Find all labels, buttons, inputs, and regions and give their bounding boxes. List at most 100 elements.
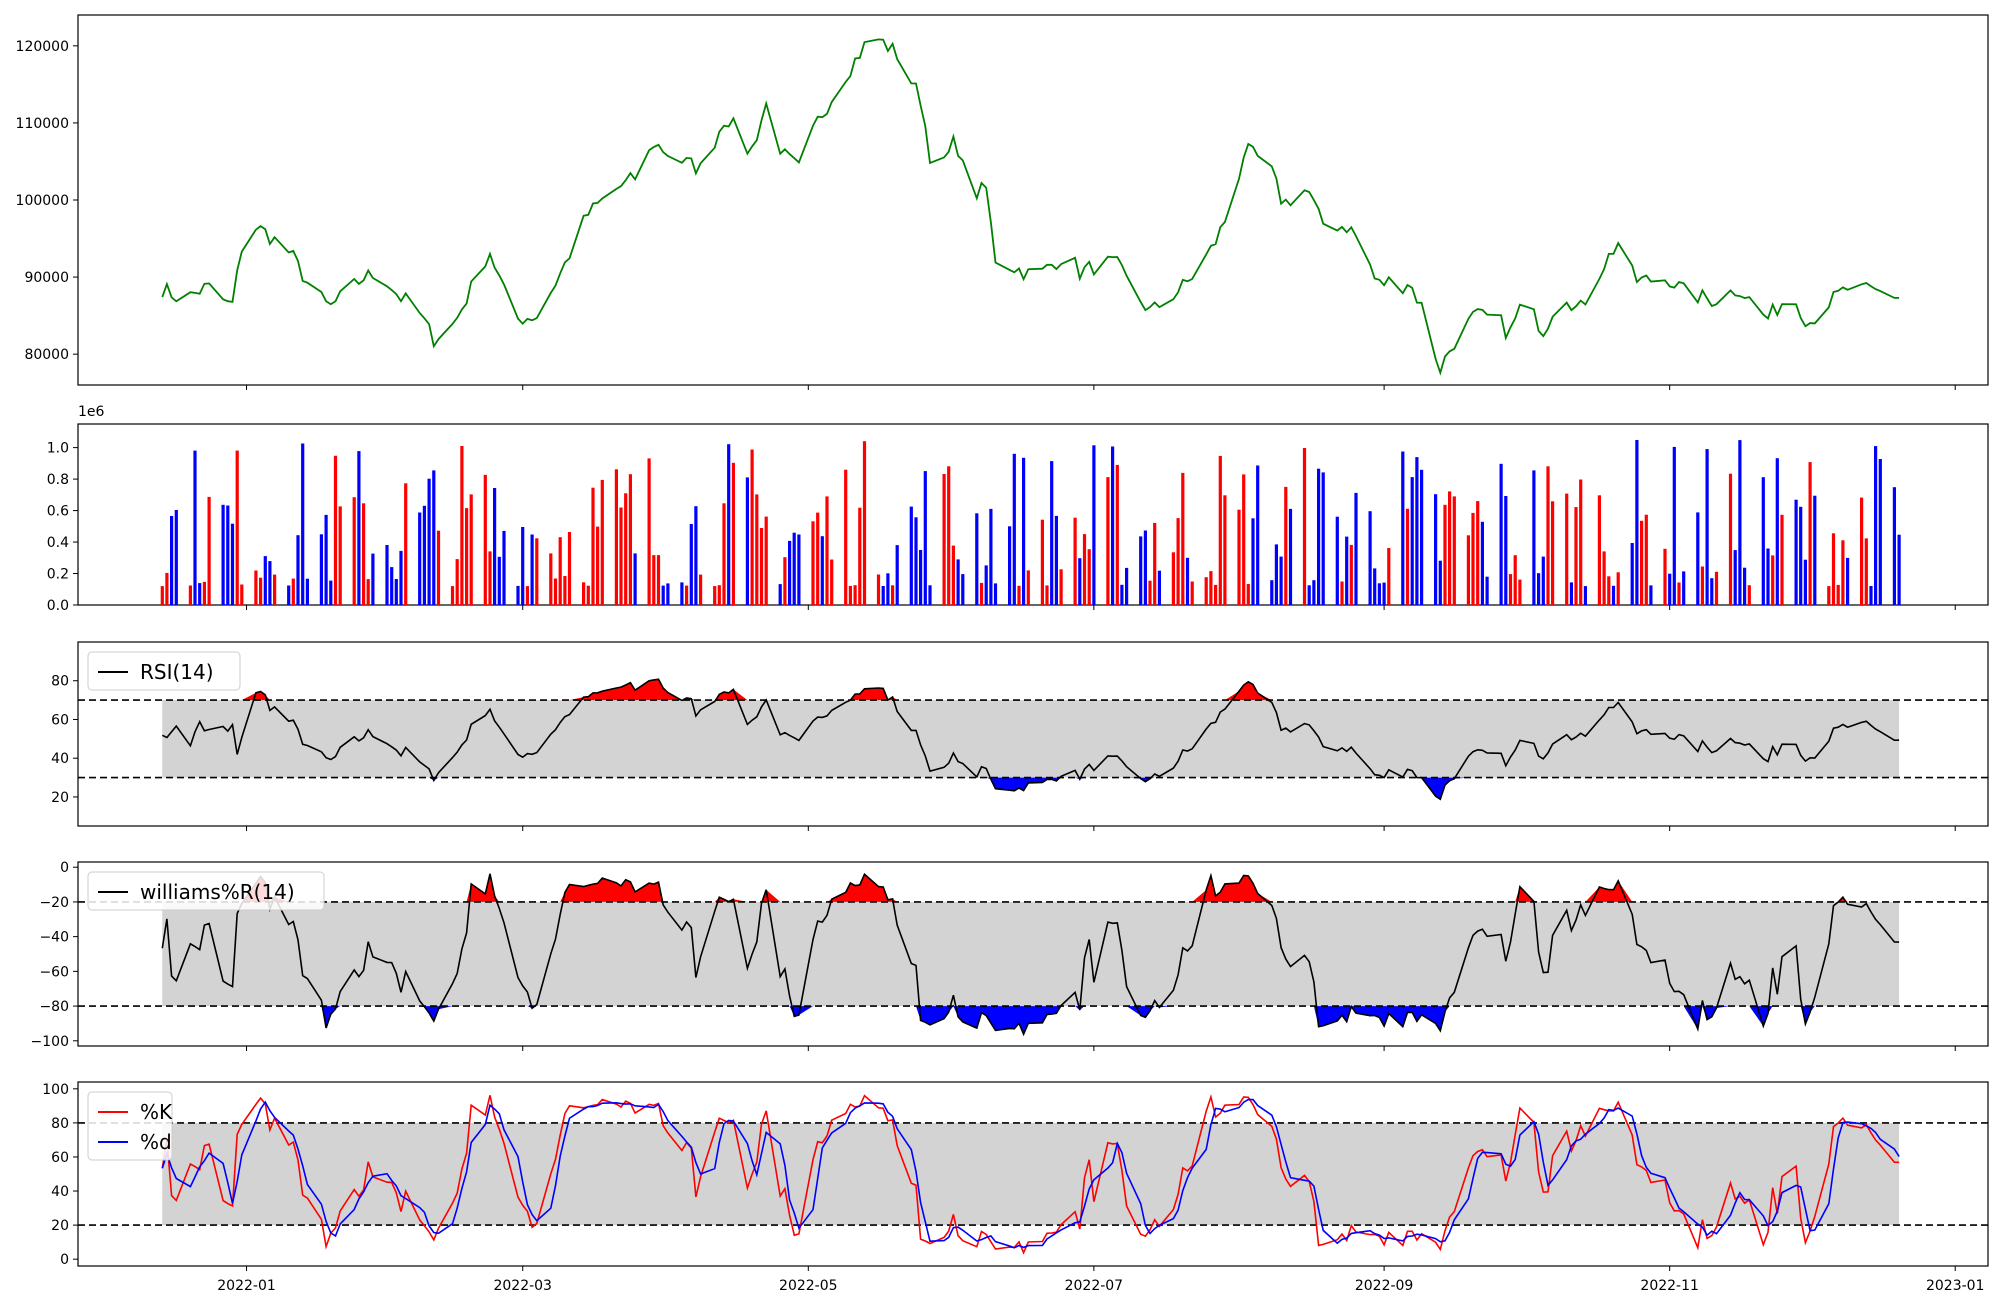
volume-bar <box>947 466 951 605</box>
volume-bar <box>1448 491 1452 605</box>
volume-bar <box>558 537 562 605</box>
volume-bar <box>680 582 684 605</box>
y-tick-label: 100 <box>42 1082 69 1098</box>
volume-bar <box>1354 492 1358 605</box>
y-tick-label: 90000 <box>24 270 69 286</box>
legend-entry: %K <box>140 1100 173 1124</box>
volume-bar <box>1738 440 1742 605</box>
volume-bar <box>483 474 487 605</box>
volume-bar <box>549 553 553 605</box>
volume-bar <box>1640 520 1644 605</box>
volume-bar <box>1148 580 1152 605</box>
shared-date-axis: 2022-01 2022-03 2022-05 2022-07 2022-09 2022-… <box>217 385 1984 1294</box>
volume-bar <box>699 574 703 605</box>
volume-bar <box>422 505 426 605</box>
volume-bar <box>488 551 492 605</box>
volume-bar <box>1574 507 1578 605</box>
volume-bar <box>951 545 955 605</box>
volume-bar <box>1204 577 1208 605</box>
neutral-band <box>162 901 1900 1007</box>
volume-bar <box>1452 496 1456 605</box>
volume-bar <box>221 504 225 605</box>
volume-bar <box>1813 495 1817 605</box>
volume-bar <box>296 535 300 605</box>
volume-bar <box>689 524 693 605</box>
volume-bar <box>811 521 815 605</box>
volume-bar <box>1869 586 1873 605</box>
y-tick-label: 0.0 <box>47 598 69 614</box>
volume-bar <box>436 530 441 605</box>
volume-bar <box>862 441 867 605</box>
volume-bar <box>1274 544 1278 605</box>
volume-bar <box>797 534 801 605</box>
volume-bar <box>1415 457 1419 605</box>
volume-bar <box>1340 581 1344 605</box>
volume-bar <box>956 559 960 605</box>
volume-bar <box>1780 514 1784 605</box>
volume-bar <box>830 559 834 605</box>
volume-bar <box>1728 473 1733 605</box>
plot-frame <box>77 423 1989 606</box>
x-tick-label: 2022-03 <box>493 1278 552 1294</box>
volume-bar <box>1766 548 1770 605</box>
volume-bar <box>717 585 721 605</box>
volume-bar <box>666 583 670 605</box>
volume-bar <box>1022 457 1026 605</box>
volume-bar <box>226 505 230 605</box>
volume-bar <box>165 572 169 605</box>
volume-bar <box>1040 519 1044 605</box>
volume-bar <box>1382 582 1386 605</box>
volume-bar <box>305 578 309 605</box>
x-tick-label: 2022-05 <box>779 1278 838 1294</box>
volume-bar <box>362 503 366 605</box>
volume-bar <box>1644 514 1648 605</box>
volume-bar <box>493 488 497 605</box>
volume-bar <box>1438 560 1442 605</box>
volume-bar <box>535 538 539 605</box>
volume-bar <box>1480 521 1484 605</box>
volume-bar <box>1045 585 1049 605</box>
y-tick-label: 20 <box>51 790 69 806</box>
volume-bar <box>1387 548 1391 605</box>
volume-bar <box>1714 571 1719 605</box>
volume-bar <box>961 574 965 605</box>
volume-bar <box>1504 496 1508 605</box>
volume-bar <box>778 584 782 605</box>
volume-bar <box>886 573 890 605</box>
rsi-line <box>161 678 1900 801</box>
volume-bar <box>1733 550 1737 605</box>
volume-bar <box>731 462 735 605</box>
price-line <box>161 38 1900 376</box>
y-tick-label: 0.8 <box>47 472 69 488</box>
volume-bar <box>207 496 211 605</box>
volume-bar <box>1499 463 1503 605</box>
volume-bar <box>160 586 164 605</box>
volume-bar <box>1705 449 1709 605</box>
volume-bar <box>352 497 356 605</box>
volume-bar <box>450 586 455 605</box>
y-tick-label: 60 <box>51 1150 69 1166</box>
volume-bar <box>1616 572 1620 605</box>
overbought-fill <box>162 679 1900 701</box>
volume-bar <box>984 565 988 605</box>
volume-bar <box>1635 440 1639 605</box>
volume-bar <box>1092 445 1096 605</box>
y-tick-label: −20 <box>39 895 69 911</box>
volume-bar <box>1059 569 1063 605</box>
volume-bar <box>975 513 979 605</box>
volume-bar <box>647 458 651 605</box>
volume-bar <box>1466 535 1470 605</box>
volume-bar <box>759 528 764 605</box>
volume-bar <box>333 455 338 605</box>
volume-bar <box>1157 570 1161 605</box>
volume-bar <box>530 534 534 605</box>
y-tick-label: 0.4 <box>47 535 69 551</box>
volume-bar <box>1672 446 1676 605</box>
volume-bar <box>1171 552 1175 605</box>
volume-bar <box>1771 555 1775 605</box>
volume-bar <box>1743 567 1747 605</box>
volume-bar <box>1532 470 1536 605</box>
volume-bar <box>1546 466 1550 605</box>
y-tick-label: 40 <box>51 1184 69 1200</box>
volume-bar <box>628 474 632 605</box>
